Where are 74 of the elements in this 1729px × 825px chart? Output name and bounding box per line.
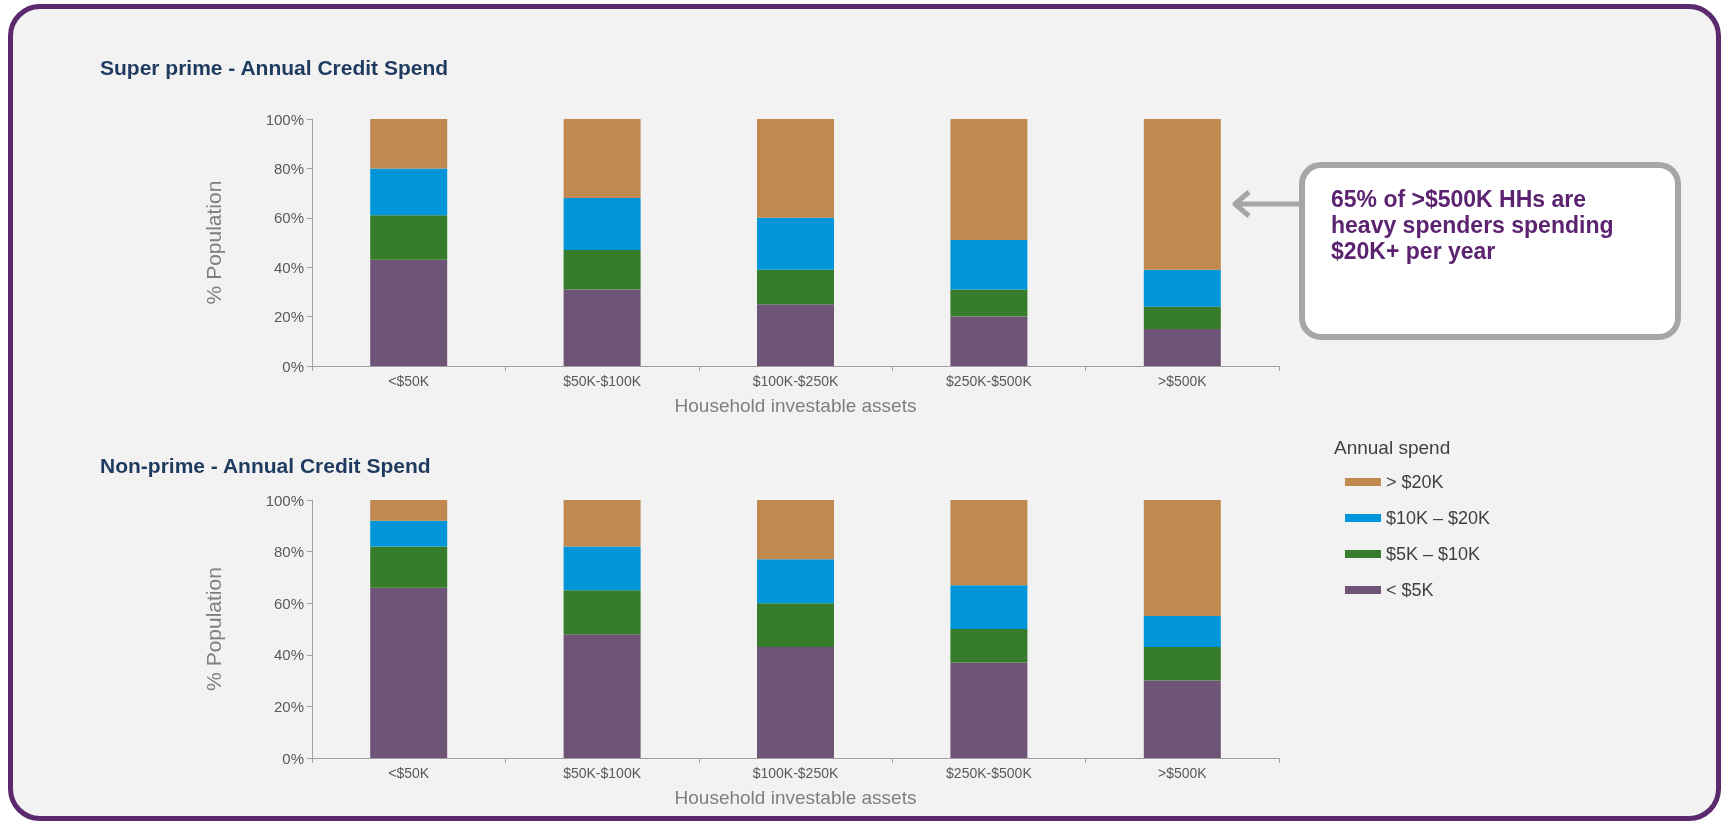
- bar: [1143, 616, 1221, 648]
- bar: [563, 249, 641, 290]
- x-tick-label: $100K-$250K: [752, 765, 839, 781]
- bar: [950, 119, 1028, 241]
- bar: [757, 647, 834, 758]
- bar: [757, 304, 834, 366]
- x-tick-label: >$500K: [1157, 765, 1208, 781]
- y-tick-label: 60%: [273, 594, 304, 612]
- bar: [757, 500, 834, 560]
- bar: [1143, 680, 1221, 758]
- x-tick-label: >$500K: [1157, 373, 1208, 389]
- bar: [1143, 328, 1221, 366]
- bar: [370, 168, 448, 216]
- bar: [950, 662, 1028, 758]
- x-tick-label: $50K-$100K: [563, 765, 642, 781]
- bar: [563, 119, 641, 199]
- x-tick-label: <$50K: [388, 373, 430, 389]
- bar: [370, 259, 448, 366]
- bar: [563, 590, 641, 635]
- bar: [563, 500, 641, 547]
- x-tick-label: $250K-$500K: [946, 373, 1033, 389]
- y-tick-label: 100%: [265, 491, 304, 509]
- x-axis-title: Household investable assets: [674, 787, 917, 808]
- bar: [563, 289, 641, 366]
- bar: [563, 546, 641, 591]
- bar: [1143, 269, 1221, 307]
- y-tick-label: 20%: [273, 697, 304, 715]
- bar: [370, 215, 448, 260]
- y-axis-title: % Population: [202, 180, 225, 305]
- bar: [950, 316, 1028, 366]
- y-tick-label: 20%: [273, 308, 304, 326]
- bar: [1143, 647, 1221, 681]
- bar: [757, 603, 834, 648]
- bar: [1143, 119, 1221, 270]
- bar: [563, 634, 641, 758]
- legend-label: < $5K: [1386, 580, 1434, 600]
- x-tick-label: $50K-$100K: [563, 373, 642, 389]
- bar: [370, 520, 448, 547]
- bar: [370, 500, 448, 521]
- legend-label: $5K – $10K: [1386, 544, 1481, 564]
- bar: [370, 546, 448, 588]
- y-tick-label: 60%: [273, 209, 304, 227]
- y-tick-label: 80%: [273, 159, 304, 177]
- bar: [950, 500, 1028, 586]
- legend-title: Annual spend: [1334, 437, 1451, 458]
- bar: [950, 585, 1028, 629]
- chart-title: Non-prime - Annual Credit Spend: [100, 454, 431, 477]
- y-tick-label: 40%: [273, 646, 304, 664]
- bar: [950, 289, 1028, 317]
- chart-title: Super prime - Annual Credit Spend: [100, 56, 449, 79]
- y-tick-label: 40%: [273, 258, 304, 276]
- bar: [757, 119, 834, 218]
- bar: [1143, 306, 1221, 329]
- y-tick-label: 0%: [282, 357, 304, 375]
- bar: [1143, 500, 1221, 617]
- legend-label: $10K – $20K: [1386, 508, 1491, 528]
- y-tick-label: 80%: [273, 543, 304, 561]
- x-tick-label: $250K-$500K: [946, 765, 1033, 781]
- bar: [950, 240, 1028, 290]
- bar: [757, 559, 834, 604]
- y-tick-label: 100%: [265, 110, 304, 128]
- bar: [950, 629, 1028, 663]
- y-tick-label: 0%: [282, 749, 304, 767]
- y-axis-title: % Population: [202, 567, 225, 691]
- bar: [757, 217, 834, 270]
- bar: [370, 119, 448, 169]
- text: 65% of >$500K HHs are heavy spenders spending $20K+ per year: [1299, 162, 1681, 340]
- legend-label: > $20K: [1386, 472, 1444, 492]
- bar: [370, 587, 448, 758]
- x-tick-label: <$50K: [388, 765, 430, 781]
- x-tick-label: $100K-$250K: [752, 373, 839, 389]
- bar: [757, 269, 834, 305]
- bar: [563, 198, 641, 250]
- x-axis-title: Household investable assets: [674, 395, 917, 416]
